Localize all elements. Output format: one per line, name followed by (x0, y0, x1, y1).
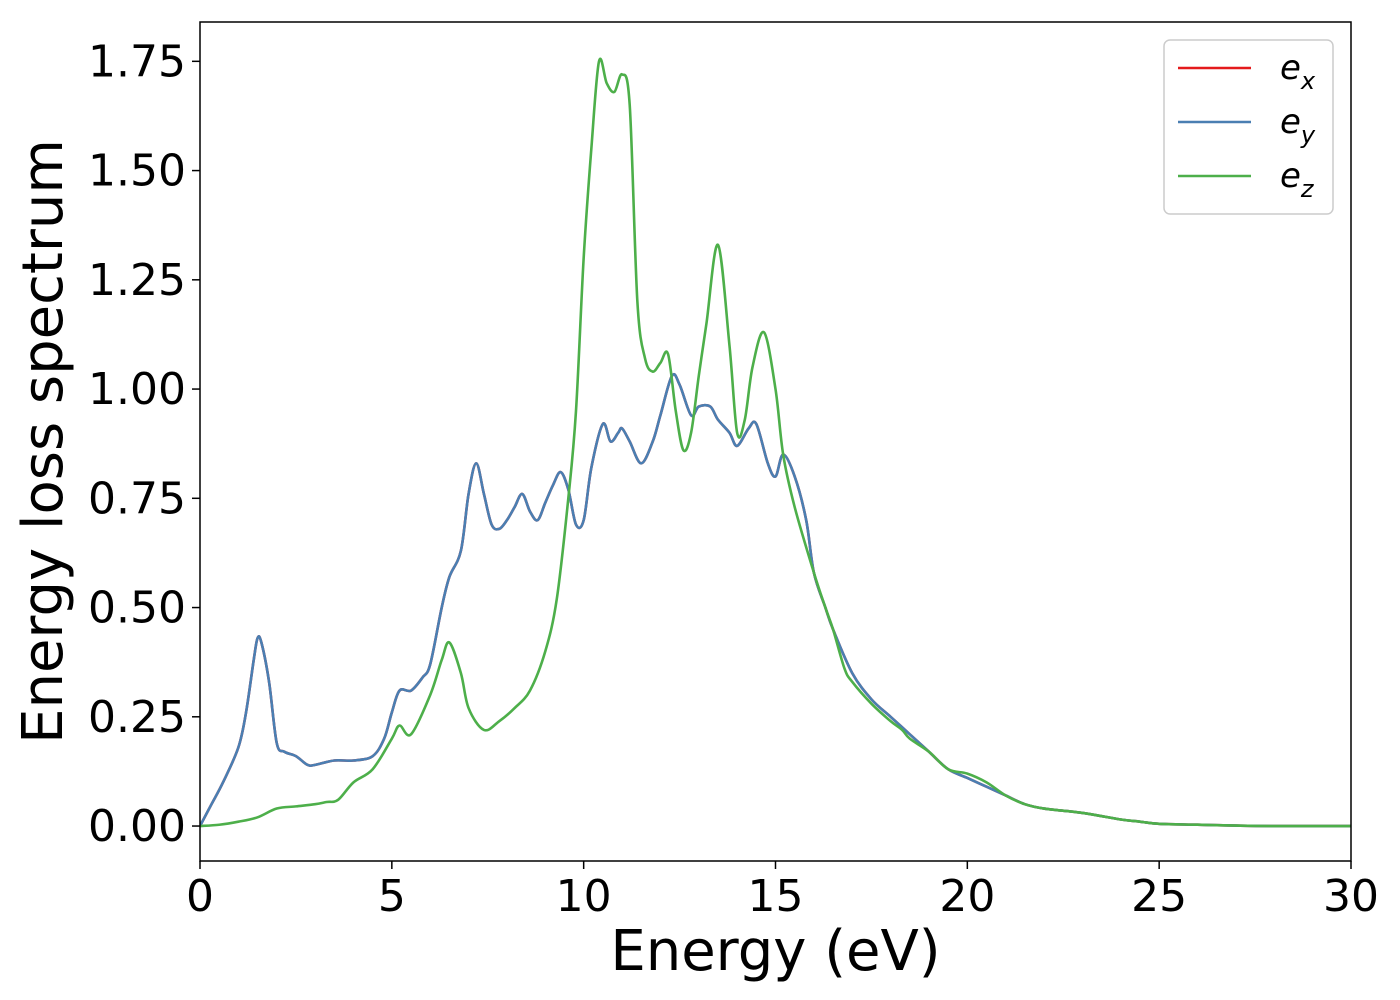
x-tick-label: 0 (186, 871, 214, 922)
x-tick-label: 15 (748, 871, 804, 922)
y-tick-label: 1.00 (88, 364, 186, 415)
y-tick-label: 1.50 (88, 146, 186, 197)
x-tick-label: 5 (378, 871, 406, 922)
legend: ex ey ez (1163, 39, 1334, 215)
x-tick-label: 25 (1131, 871, 1187, 922)
y-tick-label: 1.25 (88, 255, 186, 306)
y-tick-label: 0.25 (88, 692, 186, 743)
legend-box (1163, 39, 1334, 215)
x-tick-label: 20 (939, 871, 995, 922)
y-axis: 0.00 0.25 0.50 0.75 1.00 1.25 1.50 1.75 (88, 36, 200, 852)
legend-label-ey: ey (1280, 102, 1316, 149)
y-tick-label: 0.75 (88, 473, 186, 524)
y-tick-label: 0.00 (88, 801, 186, 852)
legend-label-ez: ez (1280, 156, 1315, 203)
y-tick-label: 1.75 (88, 36, 186, 87)
series-layer (200, 57, 1351, 828)
x-tick-label: 30 (1323, 871, 1379, 922)
y-tick-label: 0.50 (88, 583, 186, 634)
series-line-ez (200, 57, 1351, 828)
x-axis-label: Energy (eV) (610, 919, 940, 984)
legend-label-ex: ex (1280, 48, 1316, 95)
x-axis: 0 5 10 15 20 25 30 (186, 861, 1379, 922)
x-tick-label: 10 (556, 871, 612, 922)
series-line-ey (200, 372, 1351, 828)
y-axis-label: Energy loss spectrum (11, 139, 76, 744)
